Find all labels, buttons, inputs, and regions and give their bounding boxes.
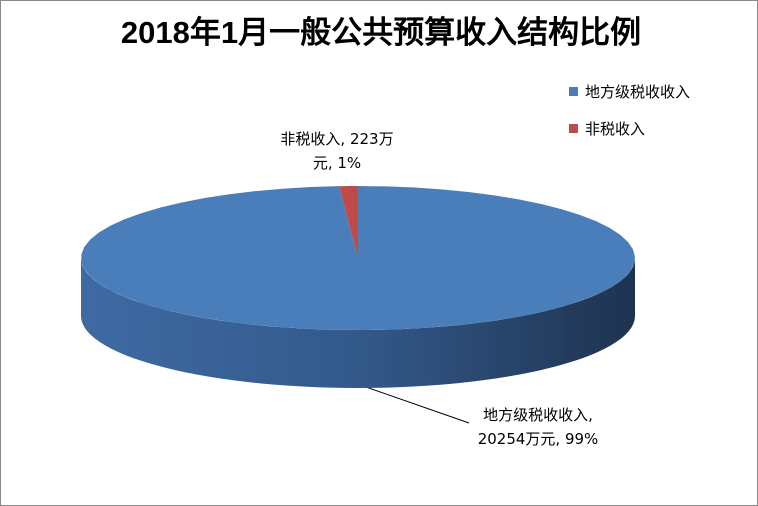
chart-title: 2018年1月一般公共预算收入结构比例 [120, 15, 642, 50]
pie-slice [339, 186, 358, 258]
data-label: 非税收入, 223万元, 1% [280, 130, 394, 172]
pie-side [81, 258, 635, 388]
legend-swatch [569, 124, 578, 133]
leader-line [365, 386, 470, 424]
data-label: 地方级税收收入, 20254万元, 99% [477, 406, 599, 448]
legend-label: 非税收入 [585, 120, 646, 138]
legend-swatch [569, 87, 578, 96]
pie-slice [81, 186, 635, 330]
legend-label: 地方级税收收入 [585, 83, 691, 101]
